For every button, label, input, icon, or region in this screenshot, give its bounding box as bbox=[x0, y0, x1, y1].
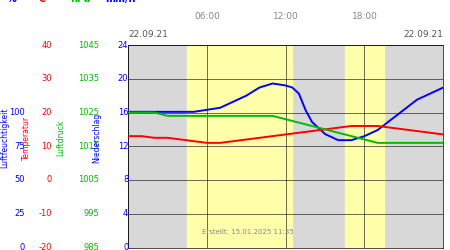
Text: 1015: 1015 bbox=[78, 142, 99, 151]
Text: Luftdruck: Luftdruck bbox=[56, 119, 65, 156]
Text: 20: 20 bbox=[41, 108, 52, 117]
Text: 22.09.21: 22.09.21 bbox=[403, 30, 443, 39]
Text: Temperatur: Temperatur bbox=[22, 116, 31, 160]
Text: 1025: 1025 bbox=[78, 108, 99, 117]
Text: 22.09.21: 22.09.21 bbox=[128, 30, 168, 39]
Text: Luftfeuchtigkeit: Luftfeuchtigkeit bbox=[0, 107, 9, 168]
Text: 20: 20 bbox=[118, 74, 128, 83]
Text: 1045: 1045 bbox=[78, 40, 99, 50]
Text: 0: 0 bbox=[46, 176, 52, 184]
Text: 24: 24 bbox=[118, 40, 128, 50]
Text: mm/h: mm/h bbox=[106, 0, 136, 4]
Text: 10: 10 bbox=[41, 142, 52, 151]
Text: Erstellt: 15.01.2025 11:35: Erstellt: 15.01.2025 11:35 bbox=[202, 229, 294, 235]
Bar bbox=[345, 45, 384, 248]
Text: 30: 30 bbox=[41, 74, 52, 83]
Text: 50: 50 bbox=[14, 176, 25, 184]
Text: Niederschlag: Niederschlag bbox=[92, 112, 101, 162]
Text: 40: 40 bbox=[41, 40, 52, 50]
Text: 18:00: 18:00 bbox=[351, 12, 378, 21]
Text: 1035: 1035 bbox=[78, 74, 99, 83]
Text: 12:00: 12:00 bbox=[273, 12, 299, 21]
Text: 0: 0 bbox=[19, 243, 25, 250]
Text: 995: 995 bbox=[83, 209, 99, 218]
Text: 1005: 1005 bbox=[78, 176, 99, 184]
Text: -10: -10 bbox=[38, 209, 52, 218]
Text: 4: 4 bbox=[123, 209, 128, 218]
Text: 8: 8 bbox=[123, 176, 128, 184]
Text: °C: °C bbox=[34, 0, 46, 4]
Text: %: % bbox=[7, 0, 17, 4]
Text: 12: 12 bbox=[118, 142, 128, 151]
Text: hPa: hPa bbox=[70, 0, 90, 4]
Text: 75: 75 bbox=[14, 142, 25, 151]
Text: 16: 16 bbox=[117, 108, 128, 117]
Text: 06:00: 06:00 bbox=[194, 12, 220, 21]
Bar bbox=[187, 45, 292, 248]
Text: 985: 985 bbox=[83, 243, 99, 250]
Text: 100: 100 bbox=[9, 108, 25, 117]
Text: 0: 0 bbox=[123, 243, 128, 250]
Text: -20: -20 bbox=[38, 243, 52, 250]
Text: 25: 25 bbox=[14, 209, 25, 218]
